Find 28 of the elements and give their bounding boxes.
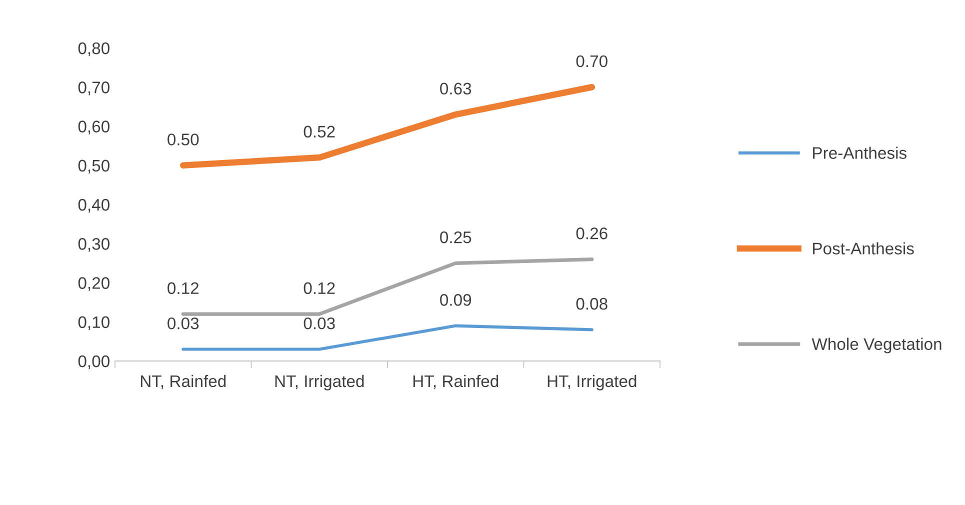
y-tick-label: 0,70 <box>78 82 110 96</box>
y-tick-label: 0,40 <box>78 198 110 213</box>
data-label: 0.09 <box>440 294 472 306</box>
data-label: 0.26 <box>576 228 608 240</box>
y-tick-label: 0,60 <box>78 120 110 134</box>
data-label: 0.25 <box>440 231 472 244</box>
x-tick-label: HT, Irrigated <box>548 374 636 390</box>
x-tick-label: NT, Rainfed <box>140 374 226 390</box>
y-tick-label: 0,80 <box>78 42 110 56</box>
data-label: 0.08 <box>576 298 608 310</box>
x-tick-label: NT, Irrigated <box>275 374 364 390</box>
data-label: 0.63 <box>440 82 472 95</box>
x-tick-label: HT, Rainfed <box>413 374 498 390</box>
data-label: 0.03 <box>304 318 335 330</box>
legend-label: Pre-Anthesis <box>813 146 906 159</box>
data-label: 0.12 <box>168 282 199 294</box>
y-tick-label: 0,20 <box>78 277 110 291</box>
y-tick-label: 0,00 <box>78 355 110 370</box>
data-label: 0.52 <box>304 126 335 138</box>
data-label: 0.50 <box>168 134 199 146</box>
data-label: 0.12 <box>304 282 335 294</box>
y-tick-label: 0,30 <box>78 238 110 252</box>
y-tick-label: 0,50 <box>78 160 110 174</box>
data-label: 0.03 <box>168 318 199 330</box>
y-tick-label: 0,10 <box>78 316 110 330</box>
legend-label: Whole Vegetation <box>812 338 942 354</box>
legend-label: Post-Anthesis <box>813 242 914 254</box>
data-label: 0.70 <box>576 55 608 68</box>
